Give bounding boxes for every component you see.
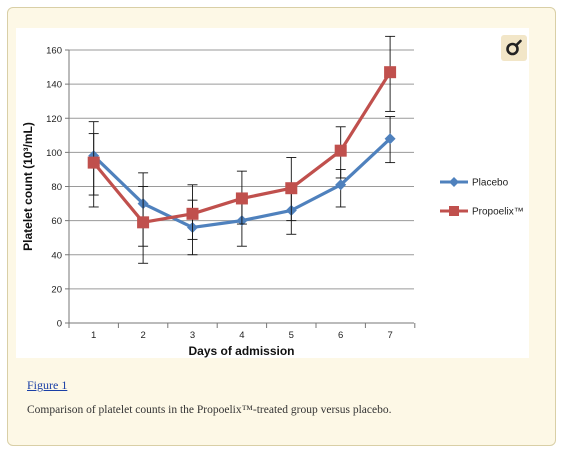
legend-label: Placebo xyxy=(472,178,509,189)
data-point-square xyxy=(186,207,199,220)
y-tick-label: 60 xyxy=(51,216,62,227)
x-axis-label: Days of admission xyxy=(188,344,294,358)
x-tick-label: 3 xyxy=(190,330,195,341)
data-point-square xyxy=(334,144,347,157)
y-tick-label: 160 xyxy=(46,46,62,57)
y-tick-label: 140 xyxy=(46,80,62,91)
data-point-square xyxy=(384,66,397,79)
data-point-diamond xyxy=(384,133,396,145)
figure-caption: Comparison of platelet counts in the Pro… xyxy=(27,404,392,416)
data-point-square xyxy=(87,156,100,169)
x-tick-label: 2 xyxy=(140,330,145,341)
figure-link[interactable]: Figure 1 xyxy=(27,378,68,392)
x-tick-label: 5 xyxy=(289,330,294,341)
y-tick-label: 20 xyxy=(51,284,62,295)
legend-marker-diamond xyxy=(449,177,459,187)
x-tick-label: 4 xyxy=(239,330,244,341)
y-tick-label: 120 xyxy=(46,114,62,125)
data-point-square xyxy=(137,216,150,229)
chart-panel: 0 20 40 60 80 100 120 140 160 1 2 3 4 5 6 7 Days of admi… xyxy=(16,28,529,358)
y-tick-label: 80 xyxy=(51,182,62,193)
legend-marker-square xyxy=(449,206,459,216)
y-tick-label: 100 xyxy=(46,148,62,159)
y-tick-label: 40 xyxy=(51,250,62,261)
zoom-button[interactable] xyxy=(501,35,527,61)
legend-label: Propoelix™ xyxy=(472,207,524,218)
data-point-diamond xyxy=(335,179,347,191)
platelet-line-chart: 0 20 40 60 80 100 120 140 160 1 2 3 4 5 6 7 Days of admi… xyxy=(21,35,524,358)
x-tick-label: 6 xyxy=(338,330,343,341)
data-point-square xyxy=(235,192,248,205)
y-tick-label: 0 xyxy=(57,319,62,330)
x-tick-label: 7 xyxy=(387,330,392,341)
zoom-icon xyxy=(506,39,522,56)
y-axis-label: Platelet count (10³/mL) xyxy=(21,122,35,251)
x-tick-label: 1 xyxy=(91,330,96,341)
data-point-square xyxy=(285,182,298,195)
